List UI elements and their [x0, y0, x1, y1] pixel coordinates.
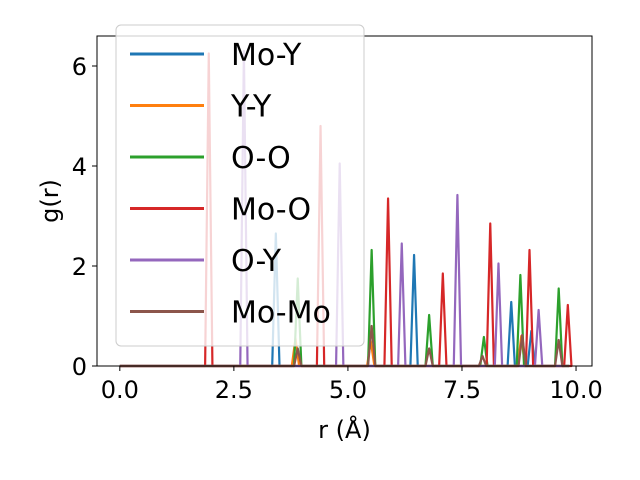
x-axis: 0.0 2.5 5.0 7.5 10.0: [101, 366, 603, 404]
legend-label-y-y: Y-Y: [230, 90, 272, 125]
legend-label-mo-y: Mo-Y: [231, 38, 302, 73]
y-tick-label: 6: [72, 53, 87, 81]
x-axis-label: r (Å): [318, 415, 371, 444]
x-tick-label: 2.5: [215, 376, 253, 404]
legend-label-o-y: O-Y: [231, 244, 282, 279]
y-axis-label: g(r): [36, 179, 64, 223]
y-tick-label: 0: [72, 353, 87, 381]
x-tick-label: 10.0: [549, 376, 602, 404]
legend: Mo-Y Y-Y O-O Mo-O O-Y Mo-Mo: [115, 24, 365, 347]
y-tick-label: 2: [72, 253, 87, 281]
y-tick-label: 4: [72, 153, 87, 181]
legend-label-o-o: O-O: [231, 141, 291, 176]
x-tick-label: 7.5: [443, 376, 481, 404]
x-tick-label: 5.0: [329, 376, 367, 404]
y-axis: 0 2 4 6: [72, 53, 97, 381]
legend-label-mo-mo: Mo-Mo: [231, 296, 331, 331]
x-tick-label: 0.0: [101, 376, 139, 404]
legend-label-mo-o: Mo-O: [231, 193, 311, 228]
